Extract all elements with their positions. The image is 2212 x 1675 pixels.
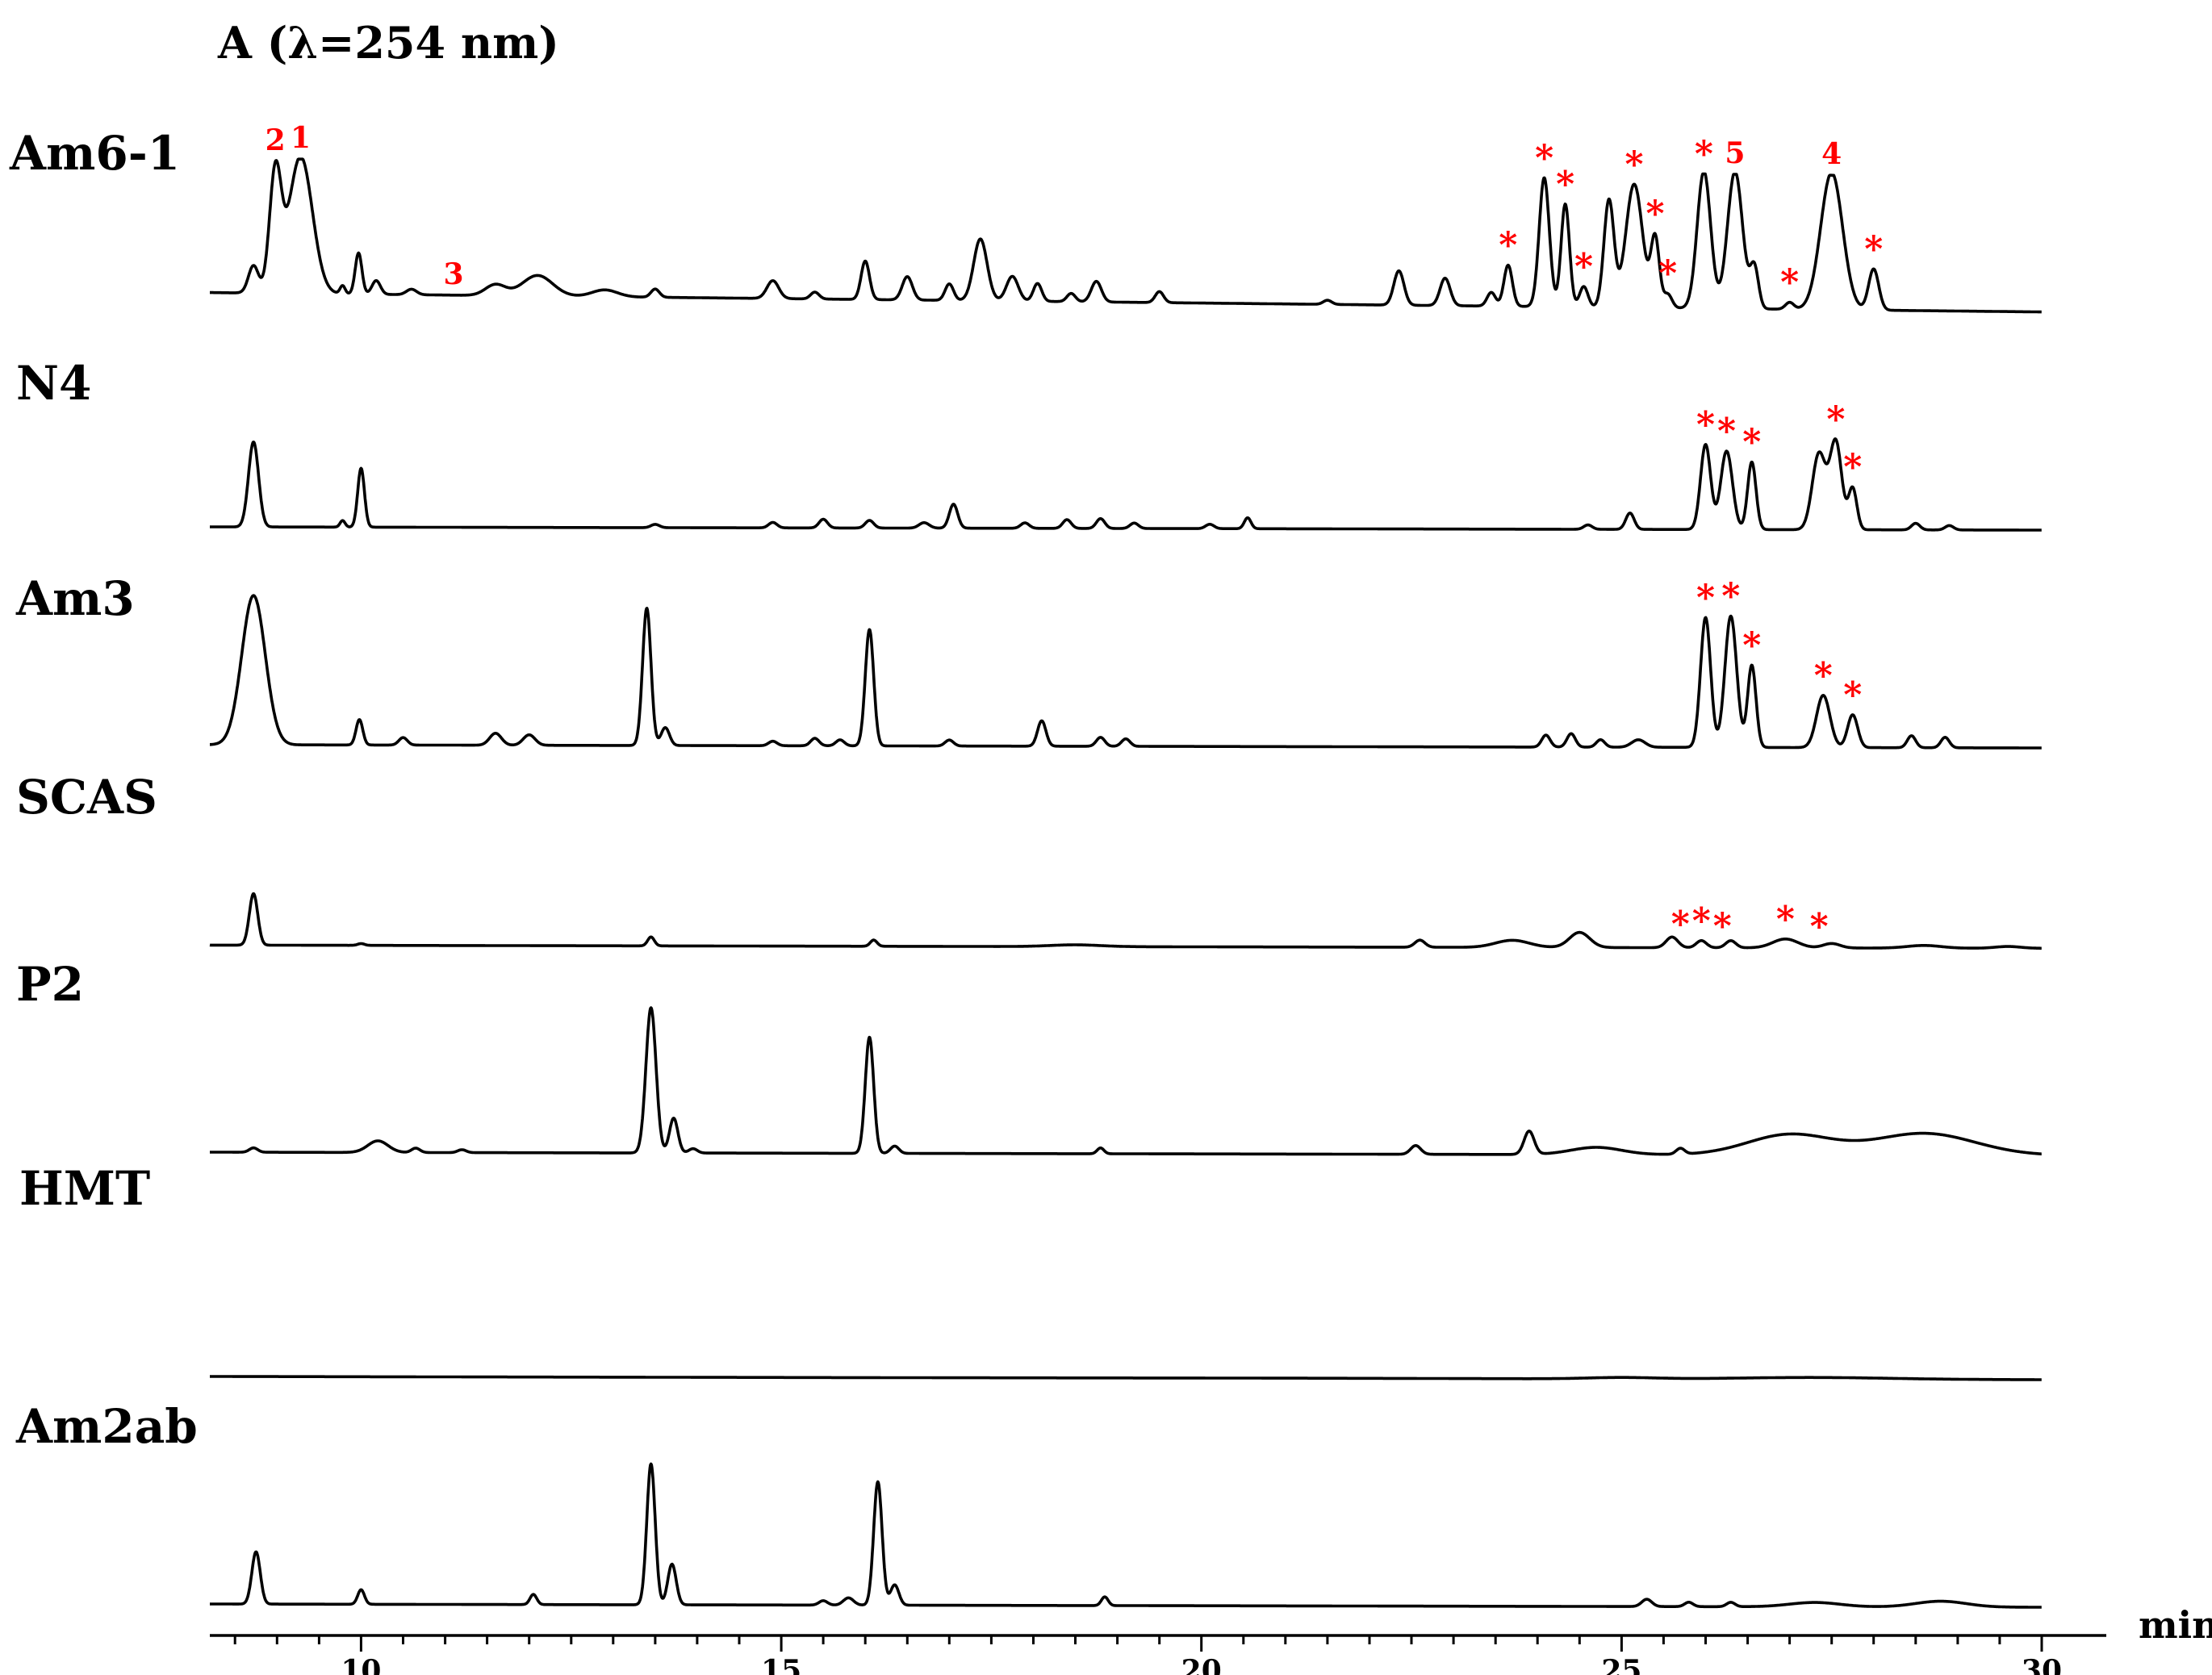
trace-am2ab xyxy=(208,1462,2043,1609)
annotation-asterisk: * xyxy=(1696,404,1715,445)
x-tick-label: 30 xyxy=(2022,1654,2062,1675)
series-label-n4: N4 xyxy=(16,356,91,411)
annotation-asterisk: * xyxy=(1625,144,1643,185)
annotation-peak-1: 1 xyxy=(291,121,311,155)
annotation-asterisk: * xyxy=(1695,134,1713,175)
traces-group xyxy=(208,157,2043,1609)
annotation-asterisk: * xyxy=(1713,906,1732,947)
annotation-asterisk: * xyxy=(1780,262,1799,303)
x-tick-label: 25 xyxy=(1601,1654,1641,1675)
trace-p2 xyxy=(208,1006,2043,1156)
annotation-peak-4: 4 xyxy=(1821,137,1842,171)
x-tick-label: 20 xyxy=(1181,1654,1222,1675)
annotation-peak-2: 2 xyxy=(266,123,286,157)
annotation-asterisk: * xyxy=(1864,228,1883,269)
annotation-asterisk: * xyxy=(1810,906,1829,947)
series-label-scas: SCAS xyxy=(16,770,157,825)
series-label-p2: P2 xyxy=(16,957,84,1012)
annotation-asterisk: * xyxy=(1814,655,1833,696)
annotation-asterisk: * xyxy=(1826,399,1845,440)
annotation-peak-5: 5 xyxy=(1725,136,1745,170)
chart-title: A (λ=254 nm) xyxy=(217,17,559,69)
x-tick-label: 15 xyxy=(761,1654,801,1675)
annotation-asterisk: * xyxy=(1696,577,1715,618)
annotations-group: 2 13******** 5*4** * **** *** ** * * * * xyxy=(266,121,1884,947)
trace-am3 xyxy=(208,594,2043,750)
annotation-asterisk: * xyxy=(1499,225,1517,266)
series-label-hmt: HMT xyxy=(19,1161,150,1216)
trace-scas xyxy=(208,892,2043,950)
annotation-asterisk: * xyxy=(1843,675,1862,716)
series-label-am3: Am3 xyxy=(15,571,135,626)
annotation-asterisk: * xyxy=(1721,576,1740,617)
annotation-asterisk: * xyxy=(1671,904,1690,945)
annotation-asterisk: * xyxy=(1574,246,1593,287)
series-label-am6-1: Am6-1 xyxy=(9,126,180,181)
series-labels-group: Am6-1 N4 Am3 SCAS P2 HMT Am2ab xyxy=(9,126,198,1454)
annotation-asterisk: * xyxy=(1692,900,1711,942)
annotation-asterisk: * xyxy=(1556,164,1574,205)
annotation-peak-3: 3 xyxy=(443,257,463,291)
annotation-asterisk: * xyxy=(1645,194,1664,235)
x-axis-label: min xyxy=(2139,1603,2212,1647)
annotation-asterisk: * xyxy=(1535,137,1553,178)
annotation-asterisk: * xyxy=(1843,447,1862,488)
annotation-asterisk: * xyxy=(1742,422,1761,463)
annotation-asterisk: * xyxy=(1776,899,1795,940)
series-label-am2ab: Am2ab xyxy=(15,1399,198,1454)
x-axis: 10 15 20 25 30 xyxy=(210,1634,2106,1675)
x-tick-label: 10 xyxy=(341,1654,381,1675)
trace-n4 xyxy=(208,437,2043,532)
trace-am6-1 xyxy=(208,157,2043,314)
annotation-asterisk: * xyxy=(1658,253,1677,294)
trace-hmt xyxy=(208,1375,2043,1381)
annotation-asterisk: * xyxy=(1742,624,1761,666)
annotation-asterisk: * xyxy=(1717,411,1736,452)
